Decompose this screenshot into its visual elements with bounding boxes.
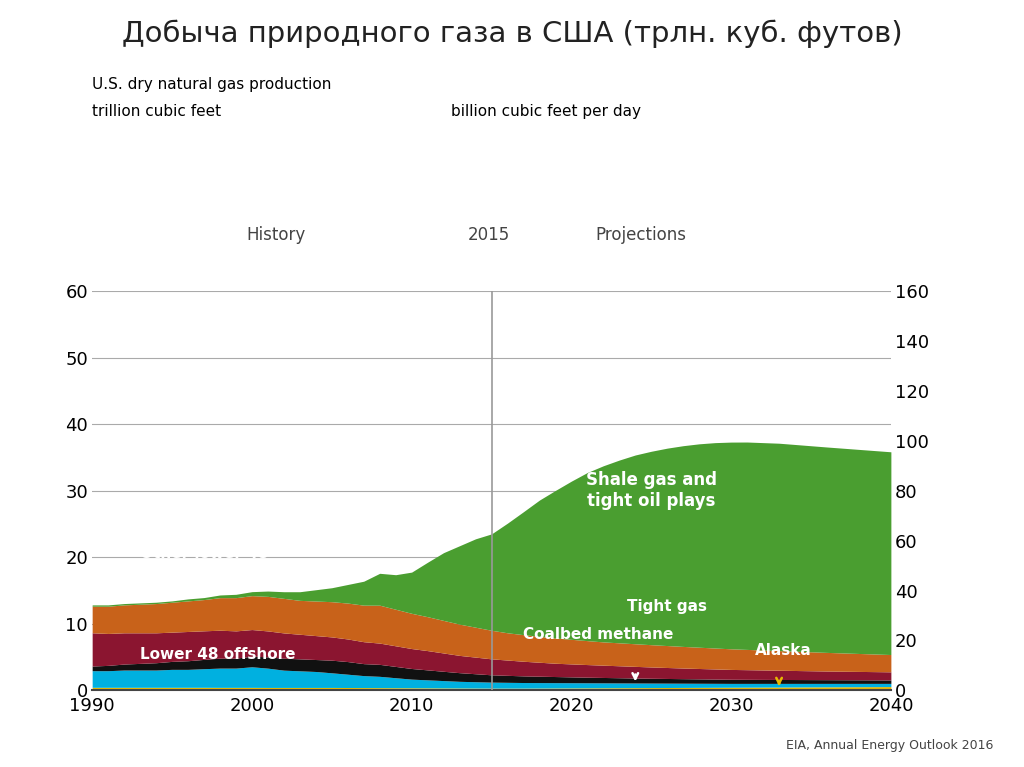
Text: Lower 48 offshore: Lower 48 offshore	[140, 647, 296, 662]
Text: History: History	[246, 225, 305, 244]
Text: Projections: Projections	[595, 225, 686, 244]
Text: 2015: 2015	[468, 225, 510, 244]
Text: Добыча природного газа в США (трлн. куб. футов): Добыча природного газа в США (трлн. куб.…	[122, 19, 902, 48]
Text: U.S. dry natural gas production: U.S. dry natural gas production	[92, 77, 332, 92]
Text: EIA, Annual Energy Outlook 2016: EIA, Annual Energy Outlook 2016	[785, 739, 993, 752]
Text: Tight gas: Tight gas	[628, 599, 708, 614]
Text: billion cubic feet per day: billion cubic feet per day	[451, 104, 641, 119]
Text: Shale gas and
tight oil plays: Shale gas and tight oil plays	[586, 472, 717, 510]
Text: Coalbed methane: Coalbed methane	[523, 627, 674, 642]
Text: trillion cubic feet: trillion cubic feet	[92, 104, 221, 119]
Text: Other lower 48
onshore: Other lower 48 onshore	[140, 546, 268, 579]
Text: Alaska: Alaska	[755, 643, 812, 658]
